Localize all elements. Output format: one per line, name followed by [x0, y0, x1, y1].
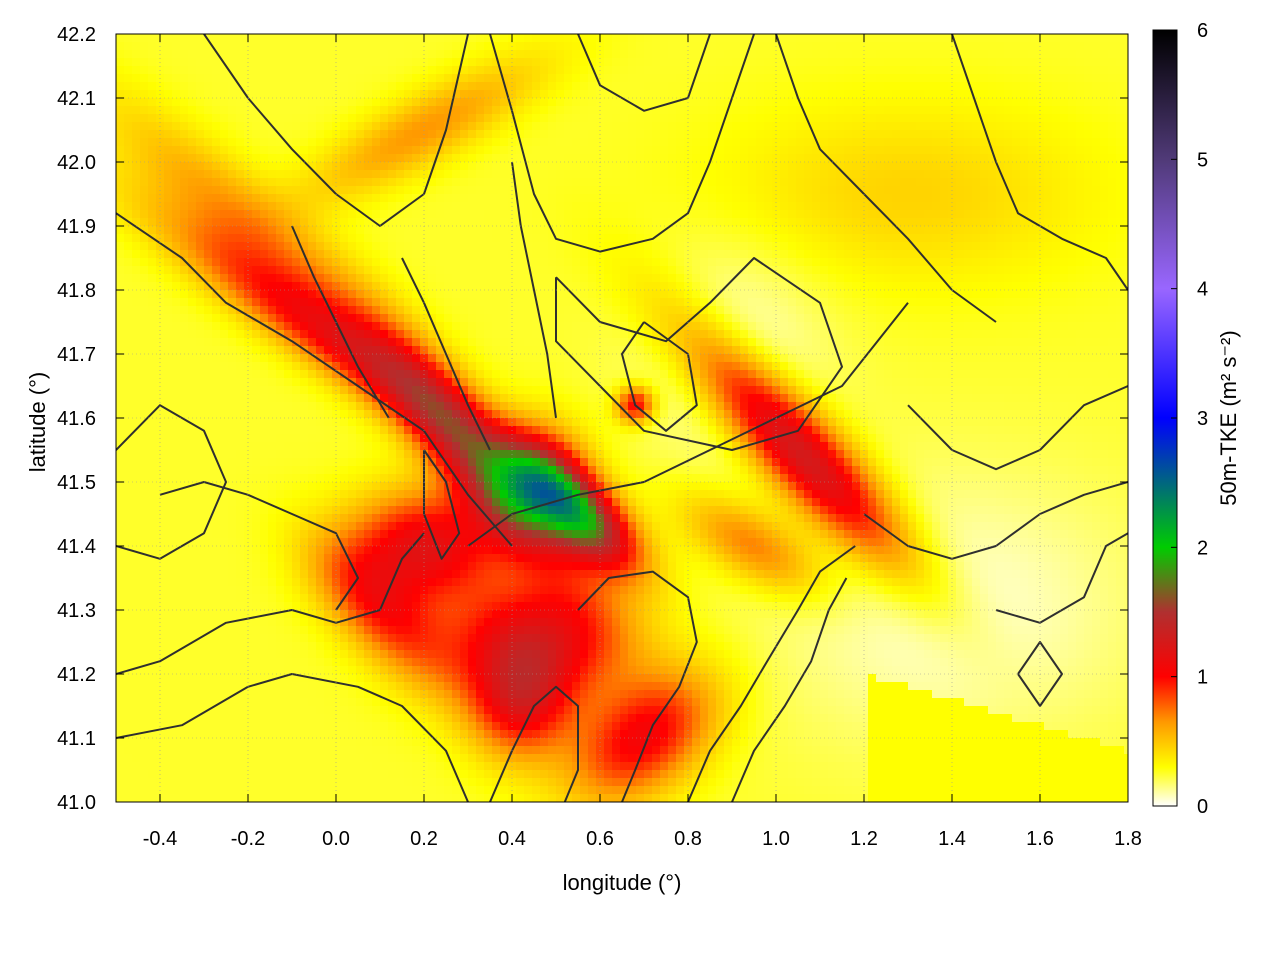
contour-line-4 [467, 302, 909, 547]
contour-line-24 [401, 257, 491, 451]
colorbar-label: 50m-TKE (m² s⁻²) [1216, 330, 1241, 505]
contour-line-8 [577, 34, 711, 112]
colorbar-tick-label: 0 [1197, 796, 1208, 818]
x-tick-label: 1.0 [762, 828, 790, 850]
x-tick-label: 0.0 [322, 828, 350, 850]
x-tick-label: 0.4 [498, 828, 526, 850]
y-tick-label: 41.5 [57, 472, 96, 494]
colorbar-ticks: 0 1 2 3 4 5 6 [1171, 20, 1208, 818]
x-tick-label: -0.4 [143, 828, 177, 850]
y-tick-label: 41.7 [57, 344, 96, 366]
contour-line-18 [907, 385, 1128, 471]
x-tick-label: 0.2 [410, 828, 438, 850]
y-tick-label: 41.6 [57, 408, 96, 430]
y-axis-ticks: 41.0 41.1 41.2 41.3 41.4 41.5 41.6 41.7 41.8 41.9… [57, 24, 1128, 814]
contour-line-19 [951, 34, 1128, 291]
contour-line-15 [687, 545, 856, 802]
colorbar-tick-label: 4 [1197, 279, 1208, 301]
contour-line-16 [731, 577, 848, 802]
contour-line-21 [1017, 641, 1063, 707]
contour-line-25 [511, 161, 557, 419]
contour-line-14 [577, 570, 698, 802]
y-tick-label: 42.1 [57, 88, 96, 110]
colorbar-tick-label: 6 [1197, 20, 1208, 42]
x-tick-label: 0.8 [674, 828, 702, 850]
colorbar-tick-label: 2 [1197, 537, 1208, 559]
y-tick-label: 41.4 [57, 536, 96, 558]
y-tick-label: 41.8 [57, 280, 96, 302]
x-tick-label: 1.6 [1026, 828, 1054, 850]
contour-line-11 [116, 532, 425, 675]
contour-line-7 [489, 34, 755, 253]
x-tick-label: 1.2 [850, 828, 878, 850]
x-axis-label: longitude (°) [563, 870, 682, 895]
x-tick-label: -0.2 [231, 828, 265, 850]
contour-line-12 [116, 673, 469, 802]
y-tick-label: 41.0 [57, 792, 96, 814]
y-tick-label: 42.0 [57, 152, 96, 174]
grid-lines [116, 34, 1128, 802]
colorbar: 0 1 2 3 4 5 6 50m-TKE (m² s⁻²) [1152, 20, 1241, 818]
y-tick-label: 41.3 [57, 600, 96, 622]
colorbar-tick-label: 5 [1197, 149, 1208, 171]
plot-area [115, 33, 1129, 803]
y-tick-label: 41.9 [57, 216, 96, 238]
contour-line-1 [116, 212, 513, 547]
colorbar-tick-label: 1 [1197, 667, 1208, 689]
colorbar-tick-label: 3 [1197, 408, 1208, 430]
y-axis-label: latitude (°) [25, 372, 50, 473]
x-tick-label: 1.4 [938, 828, 966, 850]
contour-line-20 [995, 532, 1128, 624]
x-axis-ticks: -0.4 -0.2 0.0 0.2 0.4 0.6 0.8 1.0 1.2 1.4 1.6 1.8 [143, 34, 1142, 850]
x-tick-label: 1.8 [1114, 828, 1142, 850]
y-tick-label: 41.1 [57, 728, 96, 750]
terrain-contours [116, 34, 1128, 802]
contour-line-3 [423, 449, 461, 560]
y-tick-label: 41.2 [57, 664, 96, 686]
contour-line-10 [203, 34, 469, 227]
x-tick-label: 0.6 [586, 828, 614, 850]
y-tick-label: 42.2 [57, 24, 96, 46]
